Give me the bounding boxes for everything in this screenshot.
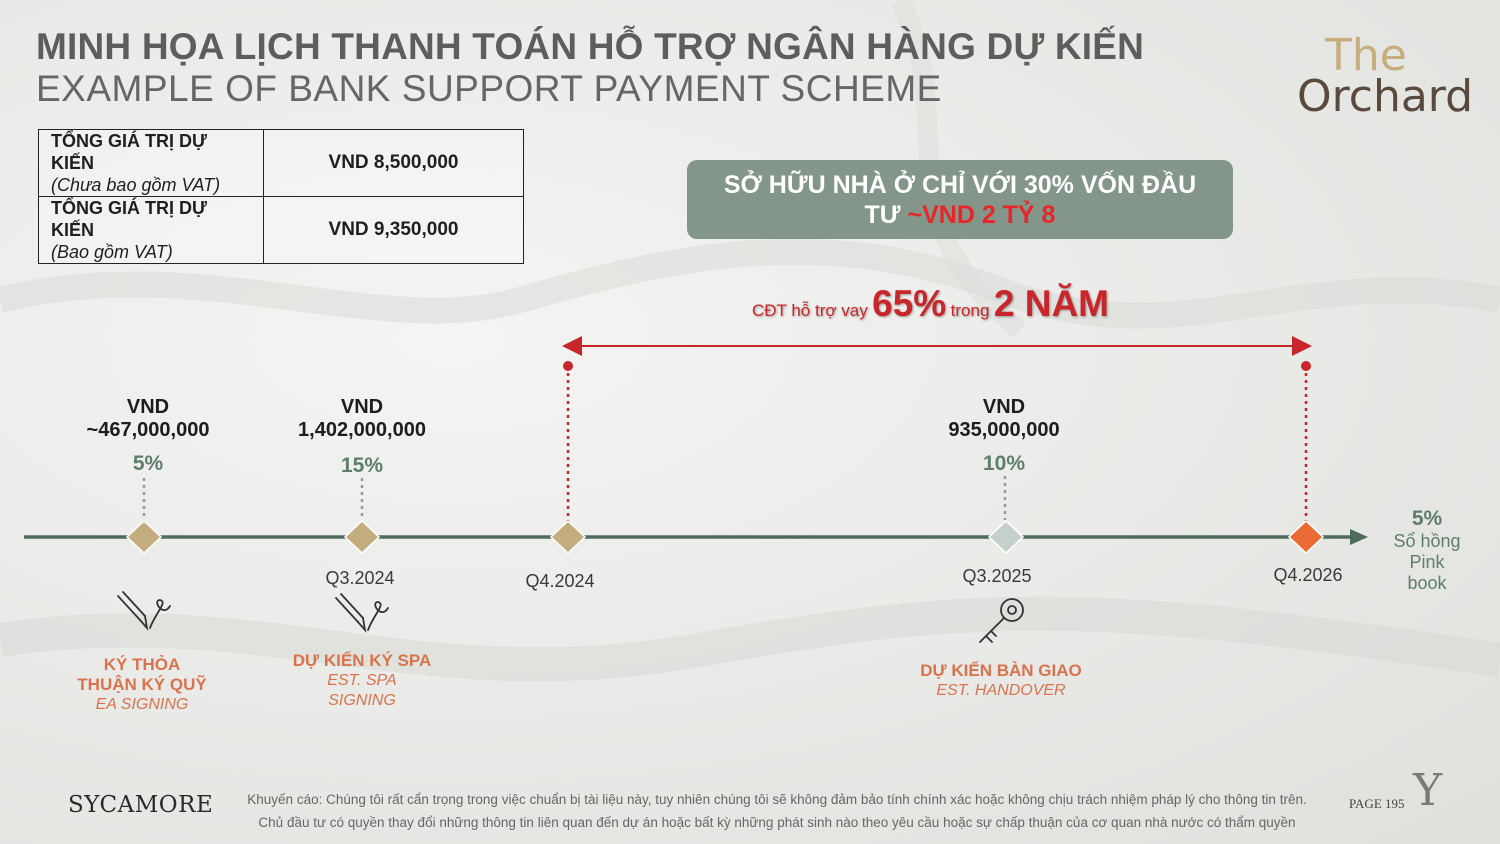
price-value: VND 8,500,000 bbox=[263, 129, 524, 197]
price-value: VND 9,350,000 bbox=[263, 196, 524, 264]
banner-highlight: ~VND 2 TỶ 8 bbox=[907, 200, 1056, 229]
pink-book-en: Pink book bbox=[1407, 552, 1447, 593]
milestone-diamond bbox=[549, 519, 587, 555]
date-label: Q4.2024 bbox=[525, 571, 595, 591]
support-end-dot bbox=[1301, 361, 1311, 371]
pen-signing-icon bbox=[335, 593, 389, 633]
banner-text: SỞ HỮU NHÀ Ở CHỈ VỚI 30% VỐN ĐẦU TƯ bbox=[723, 170, 1197, 229]
milestone-diamond bbox=[125, 519, 163, 555]
payment-handover: VND 935,000,000 10% bbox=[948, 396, 1059, 476]
payment-currency: VND bbox=[982, 396, 1026, 418]
milestone-subtitle: EST. HANDOVER bbox=[936, 682, 1066, 699]
milestone-diamond-final bbox=[1287, 519, 1325, 555]
date-label: Q4.2026 bbox=[1273, 565, 1343, 585]
payment-ea: VND ~467,000,000 5% bbox=[87, 396, 210, 476]
date-label: Q3.2025 bbox=[962, 566, 1032, 586]
table-row: TỔNG GIÁ TRỊ DỰ KIẾN (Chưa bao gồm VAT) … bbox=[38, 129, 524, 197]
payment-spa: VND 1,402,000,000 15% bbox=[298, 396, 426, 478]
loan-support-label: CĐT hỗ trợ vay 65% trong 2 NĂM bbox=[752, 283, 1109, 325]
milestone-subtitle: EST. SPA bbox=[327, 672, 397, 689]
payment-amount: 935,000,000 bbox=[948, 419, 1060, 441]
milestone-diamond bbox=[343, 519, 381, 555]
orchard-logo-line2: Orchard bbox=[1297, 71, 1474, 122]
price-note: (Chưa bao gồm VAT) bbox=[51, 175, 221, 195]
milestone-title: THUẬN KÝ QUỸ bbox=[77, 675, 207, 694]
date-label: Q3.2024 bbox=[325, 568, 395, 588]
payment-currency: VND bbox=[340, 396, 384, 418]
milestone-title: DỰ KIẾN BÀN GIAO bbox=[920, 661, 1082, 680]
orchard-logo-line1: The bbox=[1325, 30, 1407, 81]
payment-percent: 10% bbox=[982, 452, 1026, 475]
final-payment-percent: 5% bbox=[1411, 507, 1443, 530]
milestone-ea-signing: KÝ THỎA THUẬN KÝ QUỸ EA SIGNING bbox=[77, 655, 206, 715]
disclaimer-line: Khuyến cáo: Chúng tôi rất cẩn trọng tron… bbox=[247, 792, 1307, 807]
price-table: TỔNG GIÁ TRỊ DỰ KIẾN (Chưa bao gồm VAT) … bbox=[38, 129, 524, 264]
price-label: TỔNG GIÁ TRỊ DỰ KIẾN bbox=[51, 131, 207, 173]
pink-book-vn: Sổ hồng bbox=[1393, 531, 1461, 551]
key-icon bbox=[979, 598, 1024, 643]
timeline-arrow-head bbox=[1350, 529, 1368, 545]
page-number: PAGE 195 bbox=[1349, 796, 1405, 811]
milestone-title: DỰ KIẾN KÝ SPA bbox=[292, 651, 432, 670]
price-label-cell: TỔNG GIÁ TRỊ DỰ KIẾN (Bao gồm VAT) bbox=[38, 196, 264, 264]
milestone-handover: DỰ KIẾN BÀN GIAO EST. HANDOVER bbox=[920, 661, 1081, 701]
payment-currency: VND bbox=[126, 396, 170, 418]
milestone-subtitle: SIGNING bbox=[328, 692, 396, 709]
payment-percent: 5% bbox=[132, 452, 164, 475]
milestone-diamond bbox=[987, 519, 1025, 555]
price-label-cell: TỔNG GIÁ TRỊ DỰ KIẾN (Chưa bao gồm VAT) bbox=[38, 129, 264, 197]
disclaimer: Khuyến cáo: Chúng tôi rất cẩn trọng tron… bbox=[222, 788, 1332, 834]
milestone-title: KÝ THỎA bbox=[103, 655, 181, 674]
payment-amount: 1,402,000,000 bbox=[298, 419, 426, 441]
equity-banner: SỞ HỮU NHÀ Ở CHỈ VỚI 30% VỐN ĐẦU TƯ ~VND… bbox=[687, 160, 1233, 239]
support-start-dot bbox=[563, 361, 573, 371]
payment-amount: ~467,000,000 bbox=[86, 419, 210, 441]
price-note: (Bao gồm VAT) bbox=[51, 242, 173, 262]
sycamore-logo: SYCAMORE bbox=[68, 792, 214, 818]
disclaimer-line: Chủ đầu tư có quyền thay đổi những thông… bbox=[258, 815, 1296, 830]
support-prefix: CĐT hỗ trợ vay bbox=[752, 301, 868, 320]
payment-percent: 15% bbox=[340, 454, 384, 477]
pen-signing-icon bbox=[117, 591, 171, 631]
table-row: TỔNG GIÁ TRỊ DỰ KIẾN (Bao gồm VAT) VND 9… bbox=[38, 196, 524, 264]
page-title: MINH HỌA LỊCH THANH TOÁN HỖ TRỢ NGÂN HÀN… bbox=[36, 26, 1145, 67]
page-subtitle: EXAMPLE OF BANK SUPPORT PAYMENT SCHEME bbox=[36, 68, 942, 109]
milestone-subtitle: EA SIGNING bbox=[95, 696, 189, 713]
support-percent: 65% bbox=[872, 283, 947, 324]
milestone-spa-signing: DỰ KIẾN KÝ SPA EST. SPA SIGNING bbox=[293, 651, 431, 711]
y-logo: Y bbox=[1413, 765, 1443, 816]
support-middle: trong bbox=[950, 301, 990, 320]
price-label: TỔNG GIÁ TRỊ DỰ KIẾN bbox=[51, 198, 207, 240]
support-duration: 2 NĂM bbox=[993, 283, 1109, 324]
final-payment-label: Sổ hồng Pink book bbox=[1391, 531, 1464, 594]
